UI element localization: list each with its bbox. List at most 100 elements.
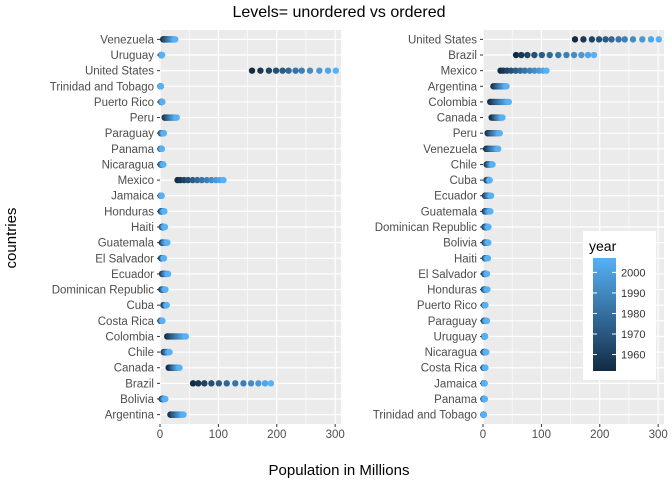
- y-tick-label: Puerto Rico: [417, 300, 477, 312]
- y-tick-label: Peru: [130, 113, 154, 125]
- y-tick-label: Peru: [453, 128, 477, 140]
- y-tick-label: Haiti: [131, 222, 154, 234]
- y-tick-label: Canada: [437, 113, 478, 125]
- data-point: [517, 67, 524, 74]
- legend-tick-label: 1990: [621, 288, 645, 300]
- y-tick-label: Uruguay: [434, 331, 478, 343]
- legend-title: year: [589, 238, 617, 254]
- x-tick-label: 300: [326, 429, 345, 441]
- data-point: [324, 67, 332, 74]
- data-point: [571, 36, 579, 43]
- data-point: [257, 67, 264, 74]
- y-tick-label: Uruguay: [111, 50, 155, 62]
- data-point: [524, 51, 531, 59]
- data-point: [173, 114, 180, 121]
- x-tick-label: 0: [157, 429, 163, 441]
- y-tick-label: Mexico: [441, 66, 477, 78]
- data-point: [158, 145, 166, 153]
- y-tick-label: Bolivia: [120, 394, 154, 406]
- data-point: [570, 51, 578, 59]
- data-point: [184, 176, 192, 184]
- data-point: [220, 176, 227, 184]
- x-tick-label: 100: [209, 429, 228, 441]
- data-point: [272, 67, 280, 74]
- y-tick-label: Guatemala: [421, 206, 478, 218]
- data-point: [602, 36, 609, 43]
- data-point: [189, 380, 197, 387]
- y-tick-label: Brazil: [125, 378, 154, 390]
- data-point: [201, 380, 208, 387]
- legend-colorbar: [593, 258, 616, 371]
- data-point: [195, 380, 202, 387]
- y-tick-label: Cuba: [127, 300, 155, 312]
- data-point: [507, 67, 515, 74]
- data-point: [162, 395, 169, 403]
- x-axis-label: Population in Millions: [269, 462, 410, 479]
- data-point: [481, 333, 489, 340]
- data-point: [180, 411, 187, 418]
- data-point: [482, 301, 489, 309]
- data-point: [215, 380, 223, 387]
- data-point: [482, 364, 489, 371]
- y-tick-label: Guatemala: [98, 238, 155, 250]
- data-point: [486, 176, 493, 184]
- y-tick-label: Venezuela: [423, 144, 477, 156]
- data-point: [267, 380, 275, 387]
- y-tick-label: Canada: [114, 363, 155, 375]
- data-point: [160, 255, 168, 262]
- y-tick-label: Trinidad and Tobago: [50, 81, 154, 93]
- data-point: [580, 36, 587, 43]
- data-point: [176, 364, 183, 371]
- data-point: [261, 380, 269, 387]
- data-point: [481, 380, 488, 387]
- y-tick-label: Colombia: [428, 97, 477, 109]
- y-tick-label: Panama: [111, 144, 154, 156]
- data-point: [306, 67, 314, 74]
- legend-tick-label: 1960: [621, 350, 645, 362]
- y-tick-label: Nicaragua: [425, 347, 478, 359]
- data-point: [496, 129, 503, 137]
- data-point: [512, 51, 520, 59]
- data-point: [483, 317, 491, 325]
- data-point: [158, 192, 165, 199]
- data-point: [161, 208, 168, 215]
- data-point: [298, 67, 305, 74]
- data-point: [543, 67, 550, 74]
- y-tick-label: Honduras: [427, 285, 477, 297]
- data-point: [194, 176, 201, 184]
- chart-title: Levels= unordered vs ordered: [232, 4, 445, 21]
- data-point: [483, 270, 491, 278]
- data-point: [563, 51, 570, 59]
- data-point: [480, 411, 487, 418]
- x-tick-label: 200: [267, 429, 286, 441]
- data-point: [332, 67, 340, 74]
- data-point: [487, 192, 495, 199]
- y-tick-label: United States: [408, 34, 477, 46]
- y-tick-label: Colombia: [105, 331, 154, 343]
- data-point: [647, 36, 655, 43]
- y-tick-label: United States: [85, 66, 154, 78]
- data-point: [512, 67, 519, 74]
- data-point: [483, 348, 490, 356]
- legend: year 1960 1970 1980 1990 2000: [583, 231, 656, 380]
- legend-tick-label: 1980: [621, 308, 645, 320]
- x-tick-label: 300: [649, 429, 668, 441]
- data-point: [158, 51, 166, 59]
- y-tick-label: Venezuela: [100, 34, 154, 46]
- panel-unordered: 0 100 200 300 Argentina Bolivia Brazil Canada Ch…: [50, 30, 345, 441]
- y-tick-label: Jamaica: [111, 191, 154, 203]
- data-point: [595, 36, 603, 43]
- data-point: [208, 380, 215, 387]
- data-point: [292, 67, 299, 74]
- data-point: [639, 36, 646, 43]
- data-point: [248, 67, 256, 74]
- y-tick-label: Paraguay: [428, 316, 477, 328]
- data-point: [531, 67, 538, 74]
- data-point: [590, 51, 598, 59]
- y-tick-label: Mexico: [118, 175, 154, 187]
- data-point: [162, 286, 169, 293]
- y-tick-label: Chile: [128, 347, 154, 359]
- data-point: [487, 208, 494, 215]
- data-point: [159, 317, 166, 325]
- data-point: [172, 36, 179, 43]
